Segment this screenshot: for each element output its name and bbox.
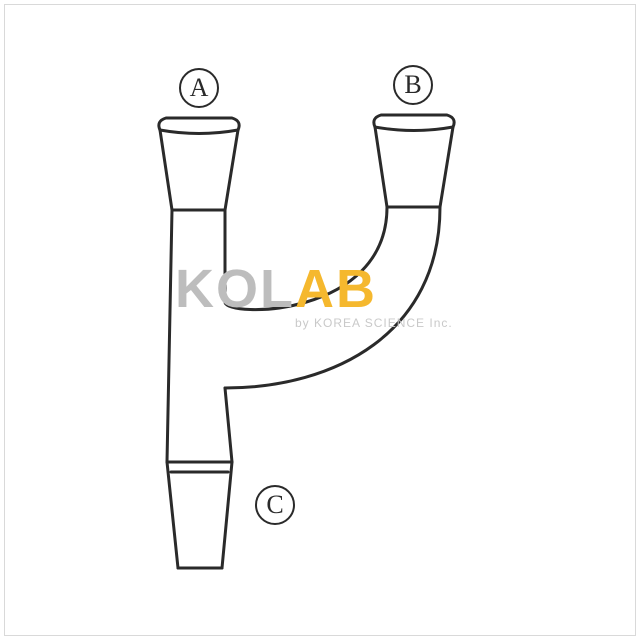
canvas: KOLAB by KOREA SCIENCE Inc. A B C xyxy=(0,0,640,640)
label-b-text: B xyxy=(404,70,421,100)
label-c-text: C xyxy=(266,490,283,520)
label-b: B xyxy=(393,65,433,105)
glassware-diagram xyxy=(0,0,640,640)
label-c: C xyxy=(255,485,295,525)
label-a-text: A xyxy=(190,73,209,103)
label-a: A xyxy=(179,68,219,108)
